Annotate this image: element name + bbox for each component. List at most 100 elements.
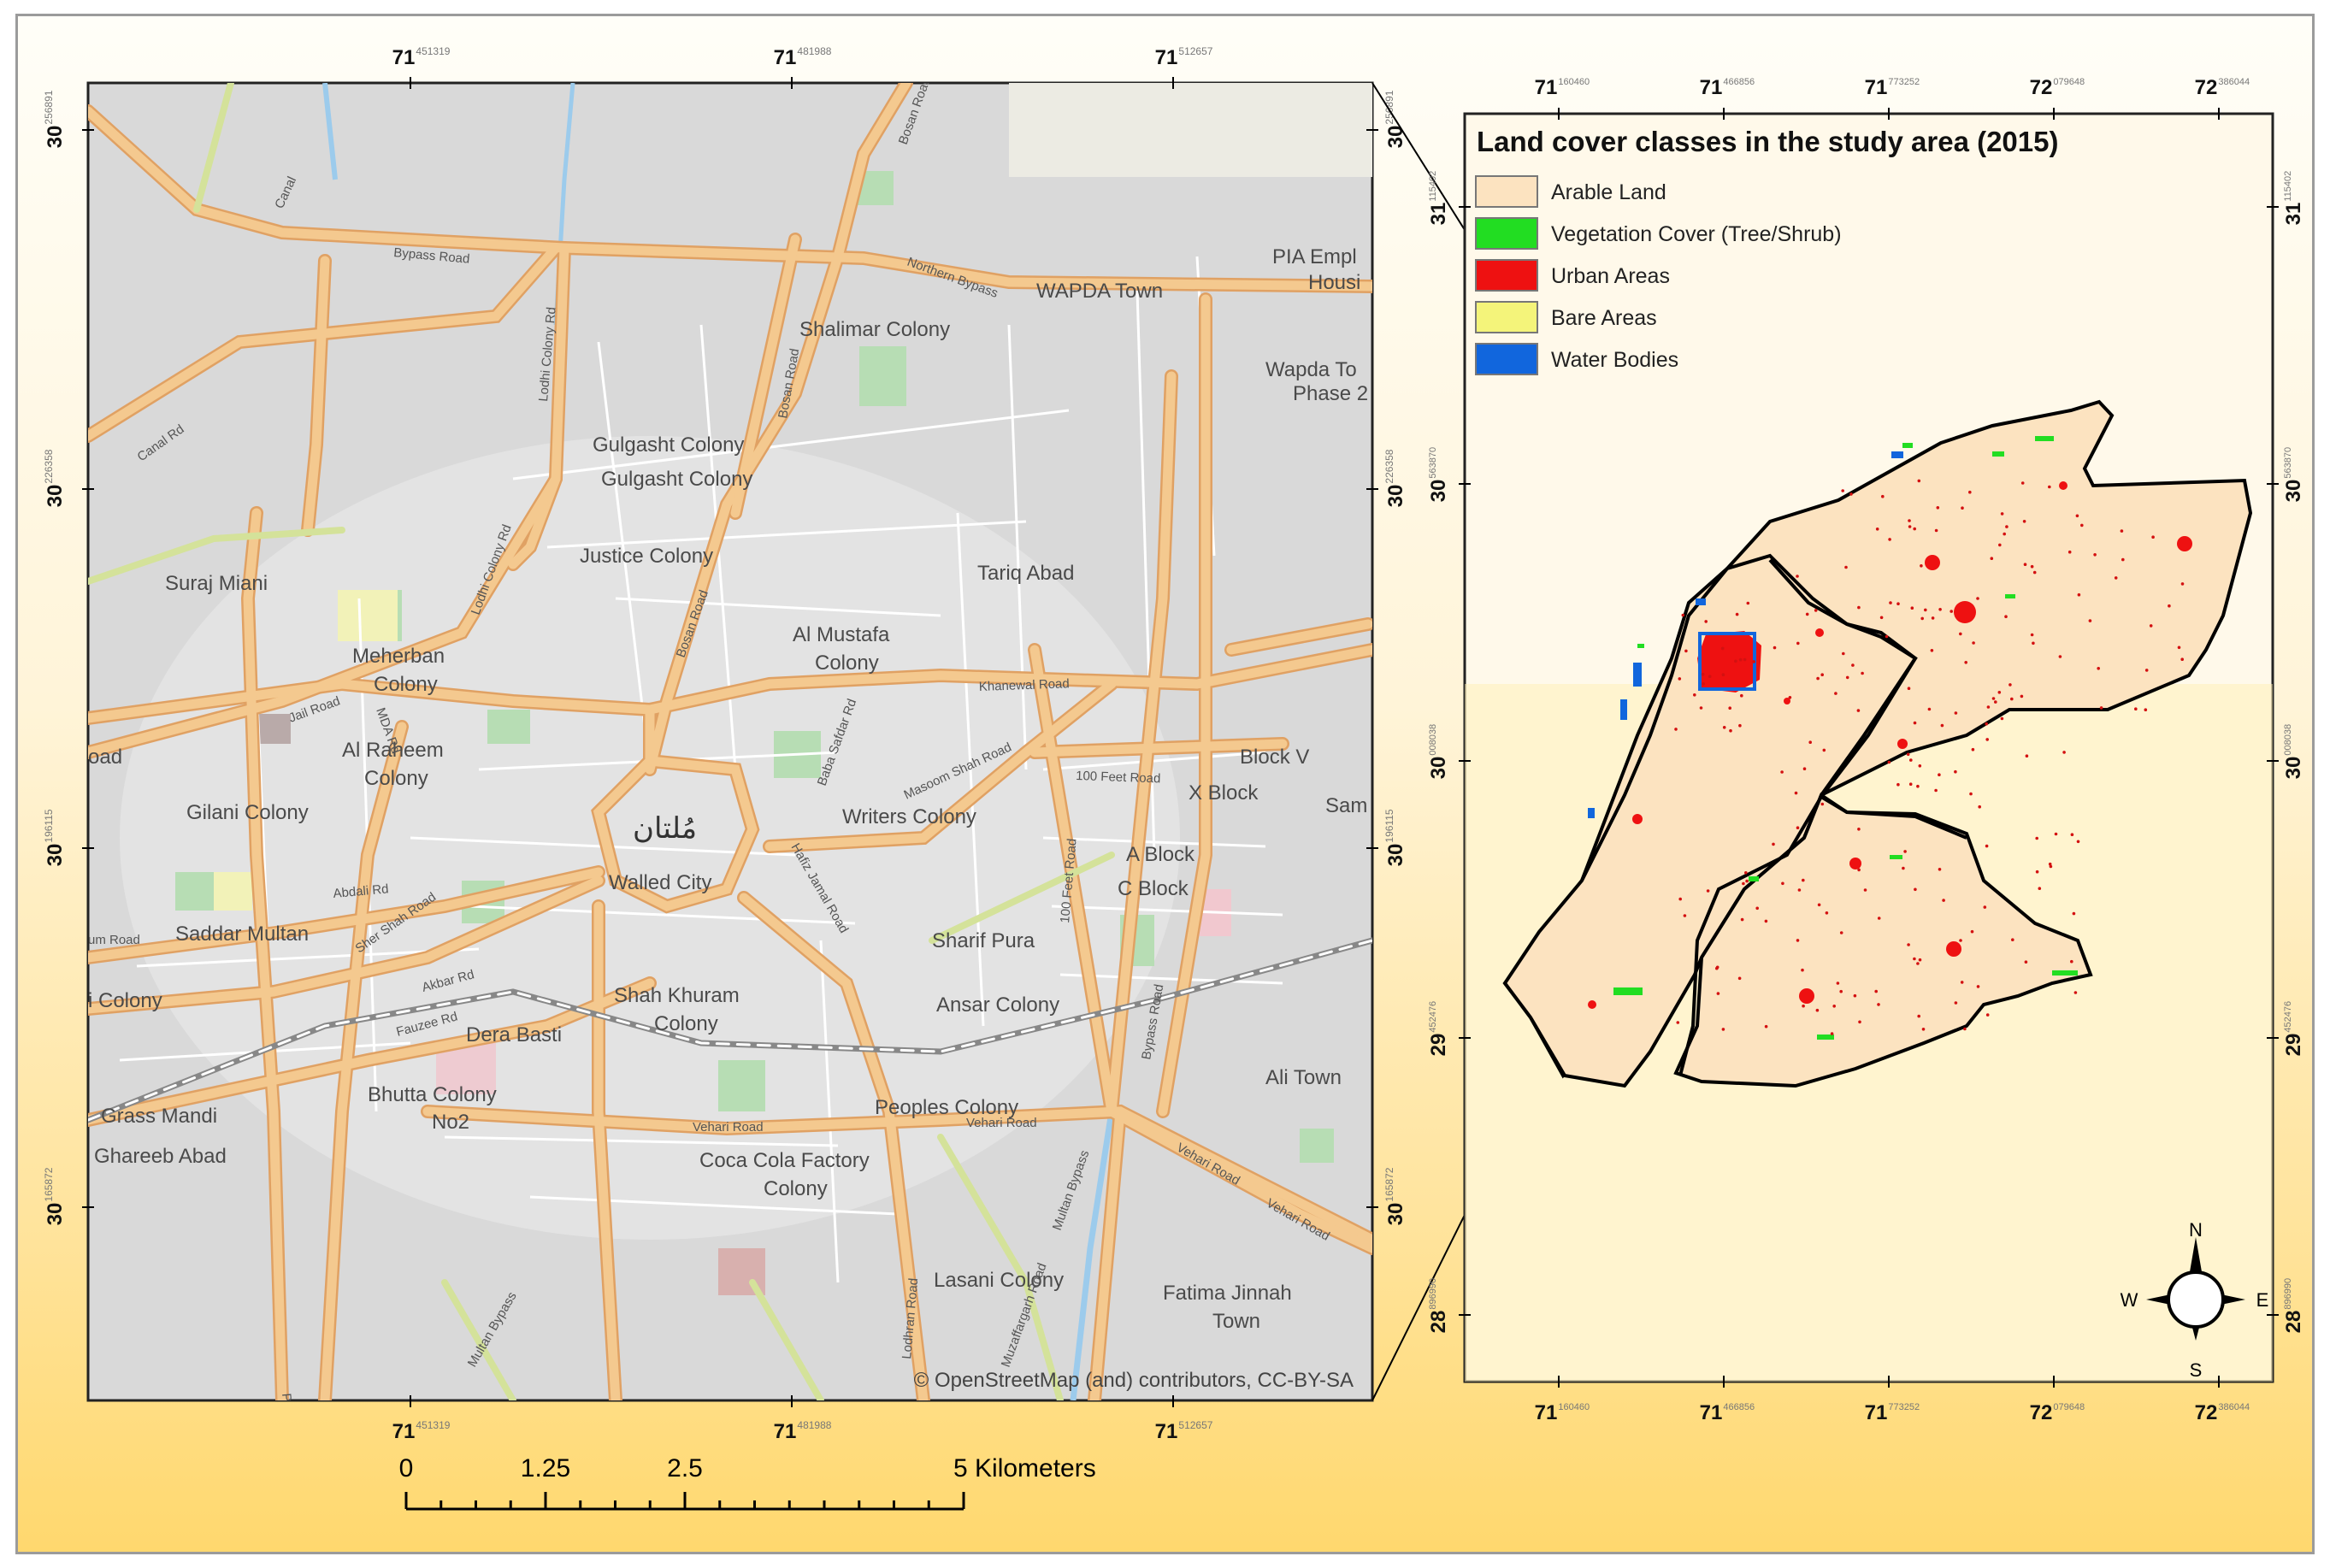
water-patches — [1588, 451, 1903, 818]
place-label: Housi — [1308, 271, 1360, 294]
settlement-dot — [1918, 958, 1922, 962]
settlement-dot — [2030, 633, 2034, 637]
settlement-dot — [2048, 862, 2052, 866]
study-area-map[interactable]: Land cover classes in the study area (20… — [1463, 112, 2274, 1383]
settlement-dot — [2149, 624, 2153, 628]
legend-item: Water Bodies — [1475, 343, 1678, 375]
settlement-dot — [2000, 512, 2004, 516]
graticule-label: 71 773252 — [1865, 1401, 1920, 1424]
graticule-degree: 71 — [774, 1420, 797, 1443]
settlement-dot — [1896, 782, 1900, 787]
settlement-dot — [1968, 490, 1972, 494]
graticule-degree: 28 — [1427, 1311, 1450, 1334]
settlement-dot — [2070, 833, 2074, 836]
settlement-dot — [1844, 565, 1848, 569]
graticule-fraction: 256891 — [43, 90, 55, 124]
graticule-fraction: 079648 — [2053, 1402, 2085, 1412]
landmark-zone — [257, 714, 291, 744]
legend-label: Urban Areas — [1551, 264, 1670, 288]
place-label: Colony — [815, 651, 879, 675]
settlement-dot — [1858, 1020, 1861, 1024]
graticule-label: 71 512657 — [1155, 45, 1213, 69]
settlement-dot — [1954, 769, 1957, 774]
graticule-fraction: 160460 — [1558, 77, 1590, 87]
settlement-dot — [1917, 1014, 1920, 1018]
settlement-dot — [1857, 828, 1861, 831]
graticule-label: 71 466856 — [1700, 76, 1755, 99]
settlement-dot — [2000, 716, 2004, 721]
settlement-dot — [1910, 606, 1914, 610]
place-label: Fatima Jinnah — [1163, 1282, 1292, 1305]
settlement-dot — [1998, 543, 2002, 547]
place-label: Justice Colony — [580, 545, 713, 568]
graticule-degree: 29 — [1427, 1034, 1450, 1057]
settlement-dot — [2120, 529, 2124, 533]
place-label: Sam — [1325, 794, 1367, 817]
settlement-dot — [1841, 489, 1844, 492]
settlement-dot — [1990, 557, 1994, 560]
settlement-dot — [1715, 966, 1719, 970]
graticule-fraction: 481988 — [797, 45, 831, 57]
settlement-dot — [1781, 881, 1784, 886]
settlement-dot — [2024, 960, 2028, 964]
place-label: Colony — [364, 767, 428, 790]
graticule-fraction: 115402 — [1428, 171, 1438, 202]
settlement-dot — [1851, 663, 1855, 667]
settlement-dot — [1934, 788, 1938, 793]
settlement-dot — [2114, 576, 2118, 580]
legend-swatch — [1475, 217, 1538, 250]
settlement-dot — [2097, 667, 2100, 670]
graticule-label: 72 079648 — [2030, 76, 2085, 99]
settlement-dot — [1674, 728, 1678, 731]
urban-patches — [1588, 481, 2192, 1009]
settlement-dot — [1930, 649, 1934, 652]
settlement-dot — [1704, 620, 1708, 623]
compass-w: W — [2121, 1289, 2138, 1311]
city-basemap[interactable]: Shalimar Colony WAPDA Town PIA Empl Hous… — [86, 75, 1374, 1527]
settlement-dot — [1745, 879, 1749, 883]
settlement-dot — [2025, 754, 2029, 757]
settlement-dot — [1942, 899, 1945, 902]
graticule-label: 71 512657 — [1155, 1419, 1213, 1443]
graticule-fraction: 563870 — [2283, 447, 2293, 479]
graticule-fraction: 512657 — [1178, 45, 1212, 57]
settlement-dot — [1676, 1021, 1680, 1024]
settlement-dot — [1986, 705, 1991, 709]
settlement-dot — [1881, 494, 1885, 498]
settlement-dot — [1920, 564, 1923, 568]
place-label: Tariq Abad — [977, 562, 1074, 585]
settlement-dot — [2134, 707, 2138, 710]
settlement-dot — [1857, 605, 1861, 610]
settlement-dot — [1853, 993, 1857, 998]
place-label: No2 — [432, 1111, 469, 1134]
settlement-dot — [1985, 738, 1989, 741]
settlement-dot — [1825, 911, 1829, 915]
graticule-fraction: 196115 — [43, 809, 55, 842]
graticule-fraction: 386044 — [2218, 1402, 2250, 1412]
graticule-degree: 29 — [2282, 1034, 2305, 1057]
graticule-degree: 30 — [1384, 485, 1407, 508]
settlement-dot — [2010, 697, 2014, 701]
canal-line — [1070, 1111, 1115, 1400]
settlement-dot — [1740, 693, 1743, 698]
settlement-dot — [1908, 519, 1911, 522]
legend-label: Arable Land — [1551, 180, 1666, 204]
settlement-dot — [2022, 520, 2026, 523]
settlement-dot — [2020, 481, 2025, 485]
settlement-dot — [1788, 696, 1792, 699]
settlement-dot — [2035, 836, 2038, 840]
settlement-dot — [1954, 1001, 1958, 1005]
settlement-dot — [1743, 657, 1747, 662]
graticule-degree: 30 — [2282, 757, 2305, 780]
fields-area — [1009, 83, 1372, 177]
scale-label: 0 — [399, 1454, 414, 1483]
place-label: Wapda To — [1265, 358, 1357, 381]
graticule-fraction: 451319 — [416, 45, 450, 57]
settlement-dot — [1913, 527, 1916, 531]
settlement-dot — [1822, 748, 1826, 752]
settlement-dot — [1934, 528, 1938, 533]
settlement-dot — [1737, 976, 1742, 981]
settlement-dot — [2035, 869, 2039, 874]
